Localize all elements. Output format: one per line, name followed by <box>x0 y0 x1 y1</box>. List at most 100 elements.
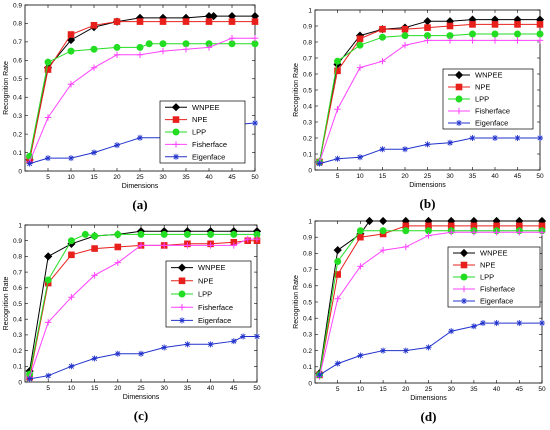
data-point-fisherface <box>90 64 98 71</box>
data-point-fisherface <box>379 246 387 254</box>
y-tick-label: 0.3 <box>13 332 22 339</box>
data-point-wnpee <box>333 246 342 255</box>
y-tick-label: 0.2 <box>13 348 22 355</box>
legend-label-lpp: LPP <box>192 128 206 137</box>
data-point-lpp <box>67 47 75 55</box>
data-point-eigenface <box>68 363 75 370</box>
x-tick-label: 5 <box>336 386 340 393</box>
series-line-eigenface <box>29 336 257 380</box>
y-tick-label: 0.6 <box>303 283 312 290</box>
x-tick-label: 5 <box>46 174 50 181</box>
data-point-npe <box>334 271 341 278</box>
y-tick-label: 0.5 <box>13 76 22 83</box>
data-point-npe <box>68 251 75 259</box>
legend-label-fisherface: Fisherface <box>192 140 227 149</box>
legend-marker-fisherface <box>455 107 463 115</box>
data-point-eigenface <box>516 320 523 327</box>
data-point-lpp <box>183 230 191 238</box>
data-point-fisherface <box>207 242 214 249</box>
data-point-eigenface <box>316 371 323 378</box>
x-tick-label: 10 <box>356 173 364 180</box>
y-tick-label: 1 <box>308 218 312 225</box>
legend-marker-wnpee <box>171 103 181 112</box>
x-tick-label: 40 <box>491 173 499 180</box>
legend-label-wnpee: WNPEE <box>192 103 220 112</box>
data-point-wnpee <box>209 11 218 21</box>
y-tick-label: 0.9 <box>13 2 22 9</box>
y-tick-label: 0.1 <box>303 364 312 371</box>
legend-label-eigenface: Eigenface <box>480 297 513 306</box>
data-point-fisherface <box>514 37 521 44</box>
y-tick-label: 0.1 <box>13 364 22 371</box>
data-point-fisherface <box>67 81 75 88</box>
x-tick-label: 30 <box>448 386 456 393</box>
data-point-lpp <box>91 232 99 240</box>
data-point-fisherface <box>68 294 75 301</box>
x-tick-label: 25 <box>137 385 145 392</box>
x-tick-label: 25 <box>425 386 433 393</box>
panel-caption: (b) <box>420 196 436 211</box>
panel-caption: (d) <box>421 409 437 424</box>
data-point-fisherface <box>244 235 251 243</box>
y-tick-label: 0.9 <box>303 23 312 30</box>
data-point-lpp <box>159 40 167 48</box>
legend-label-eigenface: Eigenface <box>475 119 508 128</box>
data-point-eigenface <box>492 135 498 141</box>
y-tick-label: 0.2 <box>13 131 22 138</box>
data-point-eigenface <box>380 347 387 354</box>
x-tick-label: 45 <box>228 174 236 181</box>
data-point-eigenface <box>254 333 260 340</box>
data-point-lpp <box>536 30 544 38</box>
data-point-wnpee <box>378 216 388 226</box>
data-point-npe <box>205 18 213 25</box>
data-point-eigenface <box>334 155 341 162</box>
data-point-lpp <box>81 230 89 238</box>
legend-marker-eigenface <box>173 153 179 160</box>
x-tick-label: 15 <box>379 173 387 180</box>
x-tick-label: 45 <box>230 385 238 392</box>
legend-marker-fisherface <box>172 141 180 148</box>
data-point-lpp <box>491 30 499 38</box>
chart-panel-1: 5 10 15 20 25 30 35 40 45 50 0 0.1 0.2 0.3 0.4 0.5 0.6 0.… <box>3 2 260 212</box>
data-point-eigenface <box>91 355 98 362</box>
data-point-eigenface <box>402 347 409 354</box>
y-tick-label: 0 <box>18 379 22 386</box>
data-point-eigenface <box>316 160 323 167</box>
data-point-lpp <box>114 230 122 238</box>
data-point-eigenface <box>161 344 168 351</box>
x-tick-label: 5 <box>46 385 50 392</box>
series-line-fisherface <box>29 238 257 378</box>
y-tick-label: 0.9 <box>303 235 312 242</box>
data-point-fisherface <box>357 263 364 270</box>
y-tick-label: 0.2 <box>303 348 312 355</box>
data-point-fisherface <box>114 259 121 266</box>
x-tick-label: 20 <box>402 386 410 393</box>
data-point-fisherface <box>251 35 259 42</box>
data-point-lpp <box>182 40 190 48</box>
data-point-eigenface <box>379 146 386 153</box>
data-point-lpp <box>469 30 476 38</box>
y-tick-label: 0.6 <box>13 285 22 292</box>
legend-label-lpp: LPP <box>198 290 212 299</box>
data-point-eigenface <box>114 350 121 357</box>
data-point-eigenface <box>45 155 51 162</box>
y-tick-label: 0.7 <box>13 269 22 276</box>
chart-panel-2: 5 10 15 20 25 30 35 40 45 50 0 0.1 0.2 0.3 0.4 0.5 0.6 0.… <box>293 7 545 211</box>
legend-marker-lpp <box>172 128 180 136</box>
data-point-lpp <box>160 230 168 238</box>
data-point-npe <box>379 25 386 33</box>
y-tick-label: 1 <box>308 7 312 14</box>
y-tick-label: 0 <box>308 167 312 174</box>
y-tick-label: 0 <box>18 168 22 175</box>
data-point-fisherface <box>379 58 386 65</box>
data-point-eigenface <box>334 360 341 367</box>
y-axis-label: Recognition Rate <box>3 277 10 331</box>
data-point-npe <box>44 66 52 73</box>
data-point-lpp <box>137 230 145 238</box>
data-point-fisherface <box>44 114 52 121</box>
data-point-npe <box>401 25 409 33</box>
legend-marker-npe <box>455 83 463 91</box>
legend-label-wnpee: WNPEE <box>198 263 226 272</box>
y-tick-label: 0.6 <box>303 71 312 78</box>
